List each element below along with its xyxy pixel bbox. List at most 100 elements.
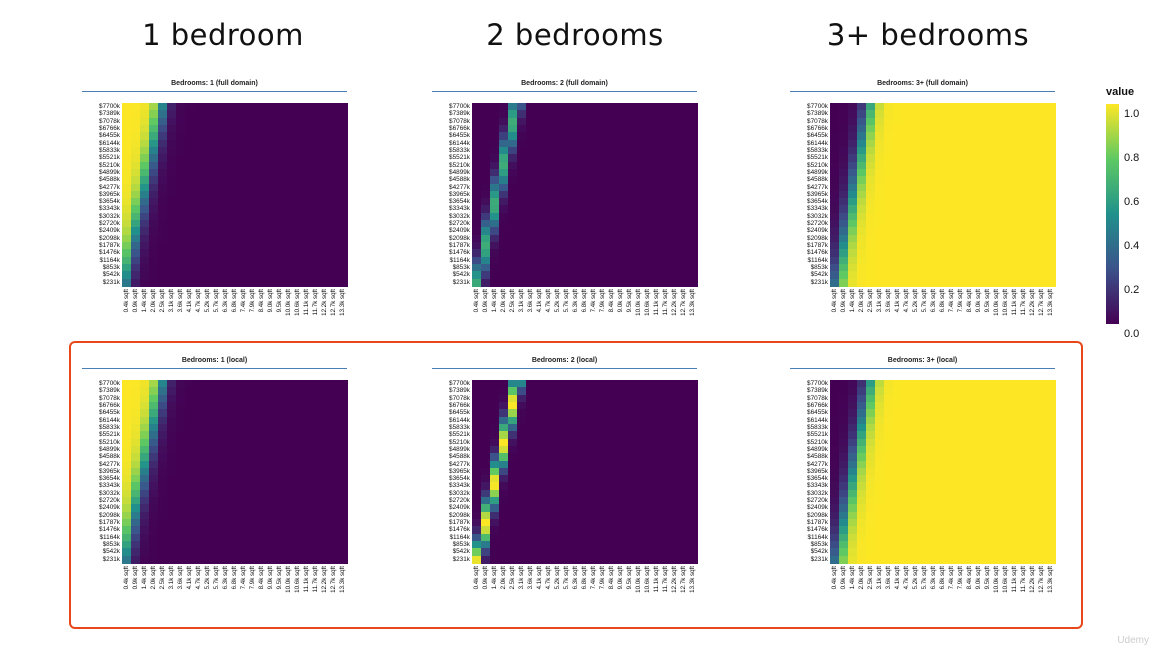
heatmap-cell bbox=[866, 139, 876, 148]
heatmap-cell bbox=[634, 168, 644, 177]
heatmap-cell bbox=[992, 264, 1002, 272]
heatmap-cell bbox=[634, 124, 644, 133]
heatmap-cell bbox=[857, 110, 867, 119]
heatmap-cell bbox=[122, 161, 132, 170]
heatmap-cell bbox=[248, 146, 258, 155]
title-underline bbox=[432, 91, 697, 92]
y-tick-label: $3343k bbox=[99, 205, 120, 213]
heatmap-cell bbox=[938, 146, 948, 155]
heatmap-cell bbox=[974, 139, 984, 148]
heatmap-cell bbox=[122, 146, 132, 155]
y-tick-label: $4899k bbox=[449, 168, 470, 176]
heatmap-cell bbox=[131, 198, 141, 207]
heatmap-cell bbox=[983, 234, 993, 243]
y-tick-label: $1164k bbox=[449, 256, 471, 264]
heatmap-cell bbox=[221, 205, 231, 214]
heatmap-cell bbox=[221, 401, 231, 410]
heatmap-cell bbox=[893, 168, 903, 177]
heatmap-cell bbox=[1010, 249, 1020, 258]
heatmap-cell bbox=[499, 242, 509, 250]
heatmap-cell bbox=[616, 278, 626, 287]
heatmap-cell bbox=[194, 103, 204, 111]
heatmap-cell bbox=[992, 249, 1002, 258]
heatmap-cell bbox=[472, 264, 482, 272]
x-tick-label: 5.7k sqft bbox=[212, 289, 220, 313]
heatmap-cell bbox=[857, 183, 867, 192]
heatmap-cell bbox=[302, 401, 312, 410]
heatmap-cell bbox=[580, 103, 590, 111]
heatmap-cell bbox=[974, 124, 984, 133]
heatmap-cell bbox=[661, 234, 671, 243]
heatmap-cell bbox=[203, 190, 213, 199]
heatmap-cell bbox=[1010, 256, 1020, 265]
heatmap-cell bbox=[158, 176, 168, 185]
heatmap-cell bbox=[284, 394, 294, 403]
heatmap-cell bbox=[866, 168, 876, 177]
heatmap-cell bbox=[230, 242, 240, 250]
heatmap-cell bbox=[266, 271, 276, 280]
heatmap-cell bbox=[607, 168, 617, 177]
heatmap-cell bbox=[1001, 168, 1011, 177]
heatmap-cell bbox=[490, 198, 500, 207]
heatmap-cell bbox=[320, 220, 330, 229]
heatmap-cell bbox=[302, 124, 312, 133]
heatmap-cell bbox=[544, 205, 554, 214]
heatmap-cell bbox=[553, 110, 563, 119]
heatmap-cell bbox=[839, 146, 849, 155]
heatmap-cell bbox=[830, 190, 840, 199]
heatmap-cell bbox=[517, 154, 527, 163]
heatmap-cell bbox=[284, 205, 294, 214]
heatmap-cell bbox=[329, 161, 339, 170]
heatmap-cell bbox=[284, 198, 294, 207]
heatmap-cell bbox=[275, 394, 285, 403]
heatmap-cell bbox=[329, 271, 339, 280]
heatmap-cell bbox=[1010, 132, 1020, 141]
heatmap-cell bbox=[185, 124, 195, 133]
heatmap-cell bbox=[185, 242, 195, 250]
heatmap-cell bbox=[562, 205, 572, 214]
heatmap-cell bbox=[203, 234, 213, 243]
heatmap-cell bbox=[1019, 103, 1029, 111]
heatmap-cell bbox=[149, 139, 159, 148]
heatmap-cell bbox=[508, 220, 518, 229]
y-tick-label: $5210k bbox=[99, 161, 120, 169]
heatmap-cell bbox=[625, 234, 635, 243]
heatmap-cell bbox=[920, 176, 930, 185]
heatmap-cell bbox=[839, 256, 849, 265]
heatmap-cell bbox=[185, 212, 195, 221]
heatmap-cell bbox=[983, 176, 993, 185]
heatmap-cell bbox=[839, 242, 849, 250]
heatmap-cell bbox=[248, 249, 258, 258]
heatmap-cell bbox=[122, 154, 132, 163]
heatmap-cell bbox=[562, 168, 572, 177]
heatmap-cell bbox=[902, 198, 912, 207]
heatmap-cell bbox=[1028, 249, 1038, 258]
heatmap-cell bbox=[149, 198, 159, 207]
heatmap-cell bbox=[929, 103, 939, 111]
heatmap-cell bbox=[490, 132, 500, 141]
heatmap-cell bbox=[266, 198, 276, 207]
heatmap-cell bbox=[902, 278, 912, 287]
heatmap-cell bbox=[490, 139, 500, 148]
heatmap-cell bbox=[956, 256, 966, 265]
x-tick-label: 5.2k sqft bbox=[553, 289, 561, 313]
heatmap-cell bbox=[472, 161, 482, 170]
heatmap-cell bbox=[1019, 242, 1029, 250]
y-tick-label: $3032k bbox=[807, 212, 828, 220]
heatmap-cell bbox=[338, 139, 348, 148]
heatmap-cell bbox=[661, 176, 671, 185]
heatmap-cell bbox=[284, 146, 294, 155]
heatmap-cell bbox=[149, 380, 159, 388]
heatmap-cell bbox=[1019, 212, 1029, 221]
heatmap-cell bbox=[679, 198, 689, 207]
heatmap-cell bbox=[167, 220, 177, 229]
heatmap-cell bbox=[185, 176, 195, 185]
heatmap-cell bbox=[526, 190, 536, 199]
heatmap-cell bbox=[1001, 139, 1011, 148]
heatmap-cell bbox=[1010, 264, 1020, 272]
heatmap-cell bbox=[553, 176, 563, 185]
heatmap-cell bbox=[481, 168, 491, 177]
heatmap-cell bbox=[508, 117, 518, 126]
heatmap-cell bbox=[562, 234, 572, 243]
heatmap-cell bbox=[230, 176, 240, 185]
